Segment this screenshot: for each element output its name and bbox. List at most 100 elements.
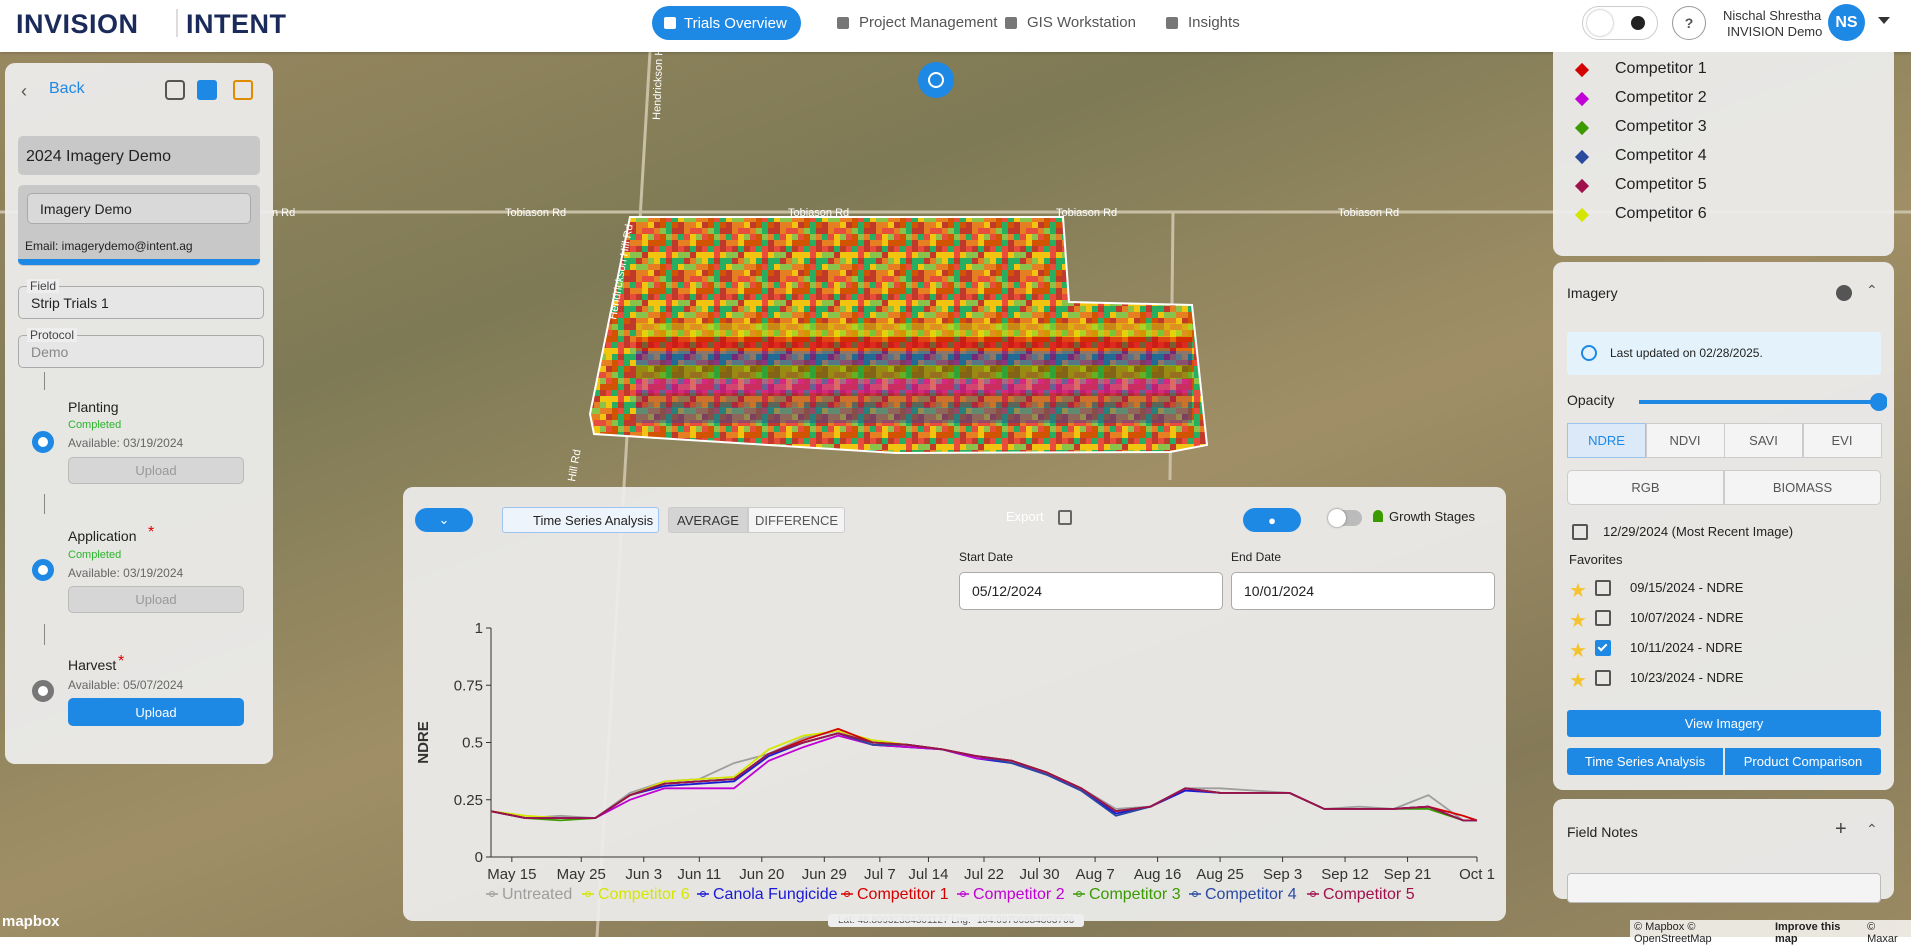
x-tick-label: May 15 <box>487 866 536 883</box>
nav-tab[interactable]: Insights <box>1188 14 1240 31</box>
step-available: Available: 03/19/2024 <box>68 566 184 580</box>
upload-button[interactable]: Upload <box>68 698 244 726</box>
tsa-button[interactable]: Time Series Analysis <box>1567 748 1723 775</box>
step-available: Available: 05/07/2024 <box>68 678 184 692</box>
product-comparison-button[interactable]: Product Comparison <box>1725 748 1881 775</box>
map-icon[interactable] <box>233 80 253 100</box>
user-menu-caret[interactable] <box>1878 17 1890 24</box>
favorite-star[interactable]: ★ <box>1569 580 1587 602</box>
step-radio <box>32 680 54 702</box>
x-tick-label: Sep 21 <box>1384 866 1432 883</box>
note-input[interactable] <box>1567 873 1881 903</box>
progress-bar <box>18 259 260 265</box>
favorites-label: Favorites <box>1569 552 1623 567</box>
index-button[interactable]: SAVI <box>1724 423 1803 458</box>
step-connector <box>44 624 45 645</box>
legend-marker <box>1192 891 1198 897</box>
help-icon[interactable] <box>1836 285 1852 301</box>
export-button[interactable]: Export <box>1006 509 1044 524</box>
legend-label: Competitor 3 <box>1089 886 1181 903</box>
legend-swatch <box>1574 120 1590 136</box>
collapse-icon[interactable]: ⌃ <box>1866 282 1878 298</box>
favorite-star[interactable]: ★ <box>1569 670 1587 692</box>
checkbox[interactable] <box>1595 670 1611 686</box>
maxar: © Maxar <box>1867 921 1898 945</box>
field-label: Field <box>27 279 60 293</box>
header: INVISION INTENT Trials Overview Project M… <box>0 0 1911 52</box>
index-button[interactable]: EVI <box>1802 423 1882 458</box>
x-tick-label: Jun 11 <box>677 866 721 883</box>
add-note[interactable]: + <box>1835 818 1847 840</box>
brand-intent[interactable]: INTENT <box>186 9 287 39</box>
back-arrow[interactable]: ‹ <box>21 81 27 101</box>
nav-icon <box>837 17 849 29</box>
favorite-star[interactable]: ★ <box>1569 640 1587 662</box>
end-date-input[interactable]: 10/01/2024 <box>1231 572 1495 610</box>
series-line <box>490 730 1477 822</box>
attribution-text: © Mapbox © OpenStreetMap <box>1634 921 1712 945</box>
growth-toggle[interactable] <box>1328 509 1362 527</box>
x-tick-label: Aug 16 <box>1134 866 1182 883</box>
avatar[interactable]: NS <box>1828 4 1865 41</box>
x-tick-label: Sep 12 <box>1321 866 1369 883</box>
legend-label: Competitor 4 <box>1615 147 1707 164</box>
improve-link[interactable]: Improve this map <box>1774 921 1841 945</box>
nav-tab[interactable]: GIS Workstation <box>1027 14 1136 31</box>
nav-tab[interactable]: Project Management <box>859 14 998 31</box>
x-tick-label: Jun 3 <box>625 866 662 883</box>
account-select[interactable]: Imagery Demo <box>27 193 251 224</box>
recent-image: 12/29/2024 (Most Recent Image) <box>1603 524 1794 539</box>
checkbox[interactable] <box>1595 580 1611 596</box>
sun-icon <box>1587 10 1613 36</box>
checkbox[interactable] <box>1595 640 1611 656</box>
export-icon[interactable] <box>1058 510 1072 525</box>
layer-button[interactable]: BIOMASS <box>1724 470 1881 505</box>
layer-button[interactable]: RGB <box>1567 470 1724 505</box>
locate-button[interactable] <box>918 62 954 98</box>
back-link[interactable]: Back <box>49 80 85 97</box>
series-line <box>490 732 1477 822</box>
nav-tab[interactable]: Trials Overview <box>652 6 801 40</box>
legend-swatch <box>1574 178 1590 194</box>
field-boundary[interactable] <box>588 216 1209 455</box>
legend-label: Untreated <box>502 886 572 903</box>
average-tab[interactable]: AVERAGE <box>668 507 748 533</box>
legend-label: Competitor 6 <box>598 886 690 903</box>
legend-label: Competitor 3 <box>1615 118 1707 135</box>
toggle-panel-button[interactable]: ⌄ <box>415 508 473 532</box>
checkbox[interactable] <box>1572 524 1588 540</box>
strip <box>636 393 1192 407</box>
mapbox-logo[interactable]: mapbox <box>2 913 60 930</box>
y-tick-label: 0.5 <box>462 735 483 752</box>
left-panel: ‹ Back 2024 Imagery Demo Imagery Demo Em… <box>5 63 273 764</box>
favorite-star[interactable]: ★ <box>1569 610 1587 632</box>
step-available: Available: 03/19/2024 <box>68 436 184 450</box>
x-tick-label: Jul 30 <box>1020 866 1060 883</box>
help-pill[interactable]: ● <box>1243 508 1301 532</box>
view-imagery-button[interactable]: View Imagery <box>1567 710 1881 737</box>
start-date-input[interactable]: 05/12/2024 <box>959 572 1223 610</box>
protocol-select[interactable]: Demo <box>18 335 264 368</box>
imagery-title: Imagery <box>1567 285 1618 301</box>
opacity-slider[interactable] <box>1633 390 1887 414</box>
legend-swatch <box>1574 149 1590 165</box>
strip <box>636 407 1192 423</box>
theme-toggle[interactable] <box>1582 6 1658 40</box>
road-label: Hill Rd <box>566 449 583 483</box>
collapse-icon[interactable]: ⌃ <box>1866 821 1878 837</box>
pdf-icon[interactable] <box>197 80 217 100</box>
strip <box>636 365 1192 379</box>
tsa-tab[interactable]: Time Series Analysis <box>502 507 659 533</box>
brand-invision[interactable]: INVISION <box>16 9 139 39</box>
difference-tab[interactable]: DIFFERENCE <box>748 507 845 533</box>
index-button[interactable]: NDRE <box>1567 423 1646 458</box>
help-button[interactable]: ? <box>1672 6 1706 40</box>
strip <box>636 337 1192 351</box>
checkbox[interactable] <box>1595 610 1611 626</box>
slider-knob <box>1870 393 1887 411</box>
attribution: © Mapbox © OpenStreetMap Improve this map… <box>1630 920 1911 946</box>
share-icon[interactable] <box>165 80 185 100</box>
step-name: Harvest <box>68 657 117 673</box>
index-button[interactable]: NDVI <box>1645 423 1725 458</box>
